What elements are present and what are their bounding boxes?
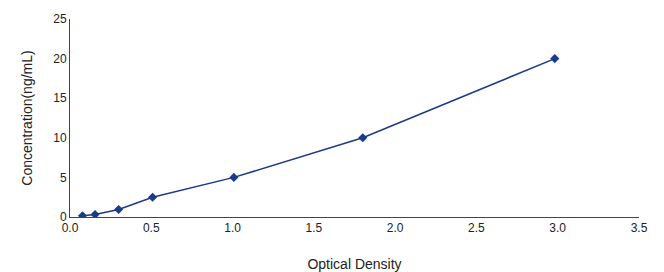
svg-text:0.5: 0.5	[143, 221, 160, 235]
svg-text:Optical Density: Optical Density	[307, 256, 401, 272]
svg-text:5: 5	[60, 171, 67, 185]
svg-text:1.5: 1.5	[306, 221, 323, 235]
svg-text:25: 25	[53, 12, 67, 26]
svg-text:2.0: 2.0	[387, 221, 404, 235]
svg-text:20: 20	[53, 52, 67, 66]
svg-text:3.5: 3.5	[631, 221, 648, 235]
svg-text:0.0: 0.0	[62, 221, 79, 235]
svg-text:1.0: 1.0	[224, 221, 241, 235]
svg-text:2.5: 2.5	[468, 221, 485, 235]
svg-text:10: 10	[53, 131, 67, 145]
svg-text:15: 15	[53, 91, 67, 105]
svg-text:Concentration(ng/mL): Concentration(ng/mL)	[19, 50, 35, 185]
svg-text:0: 0	[60, 210, 67, 224]
svg-text:3.0: 3.0	[549, 221, 566, 235]
